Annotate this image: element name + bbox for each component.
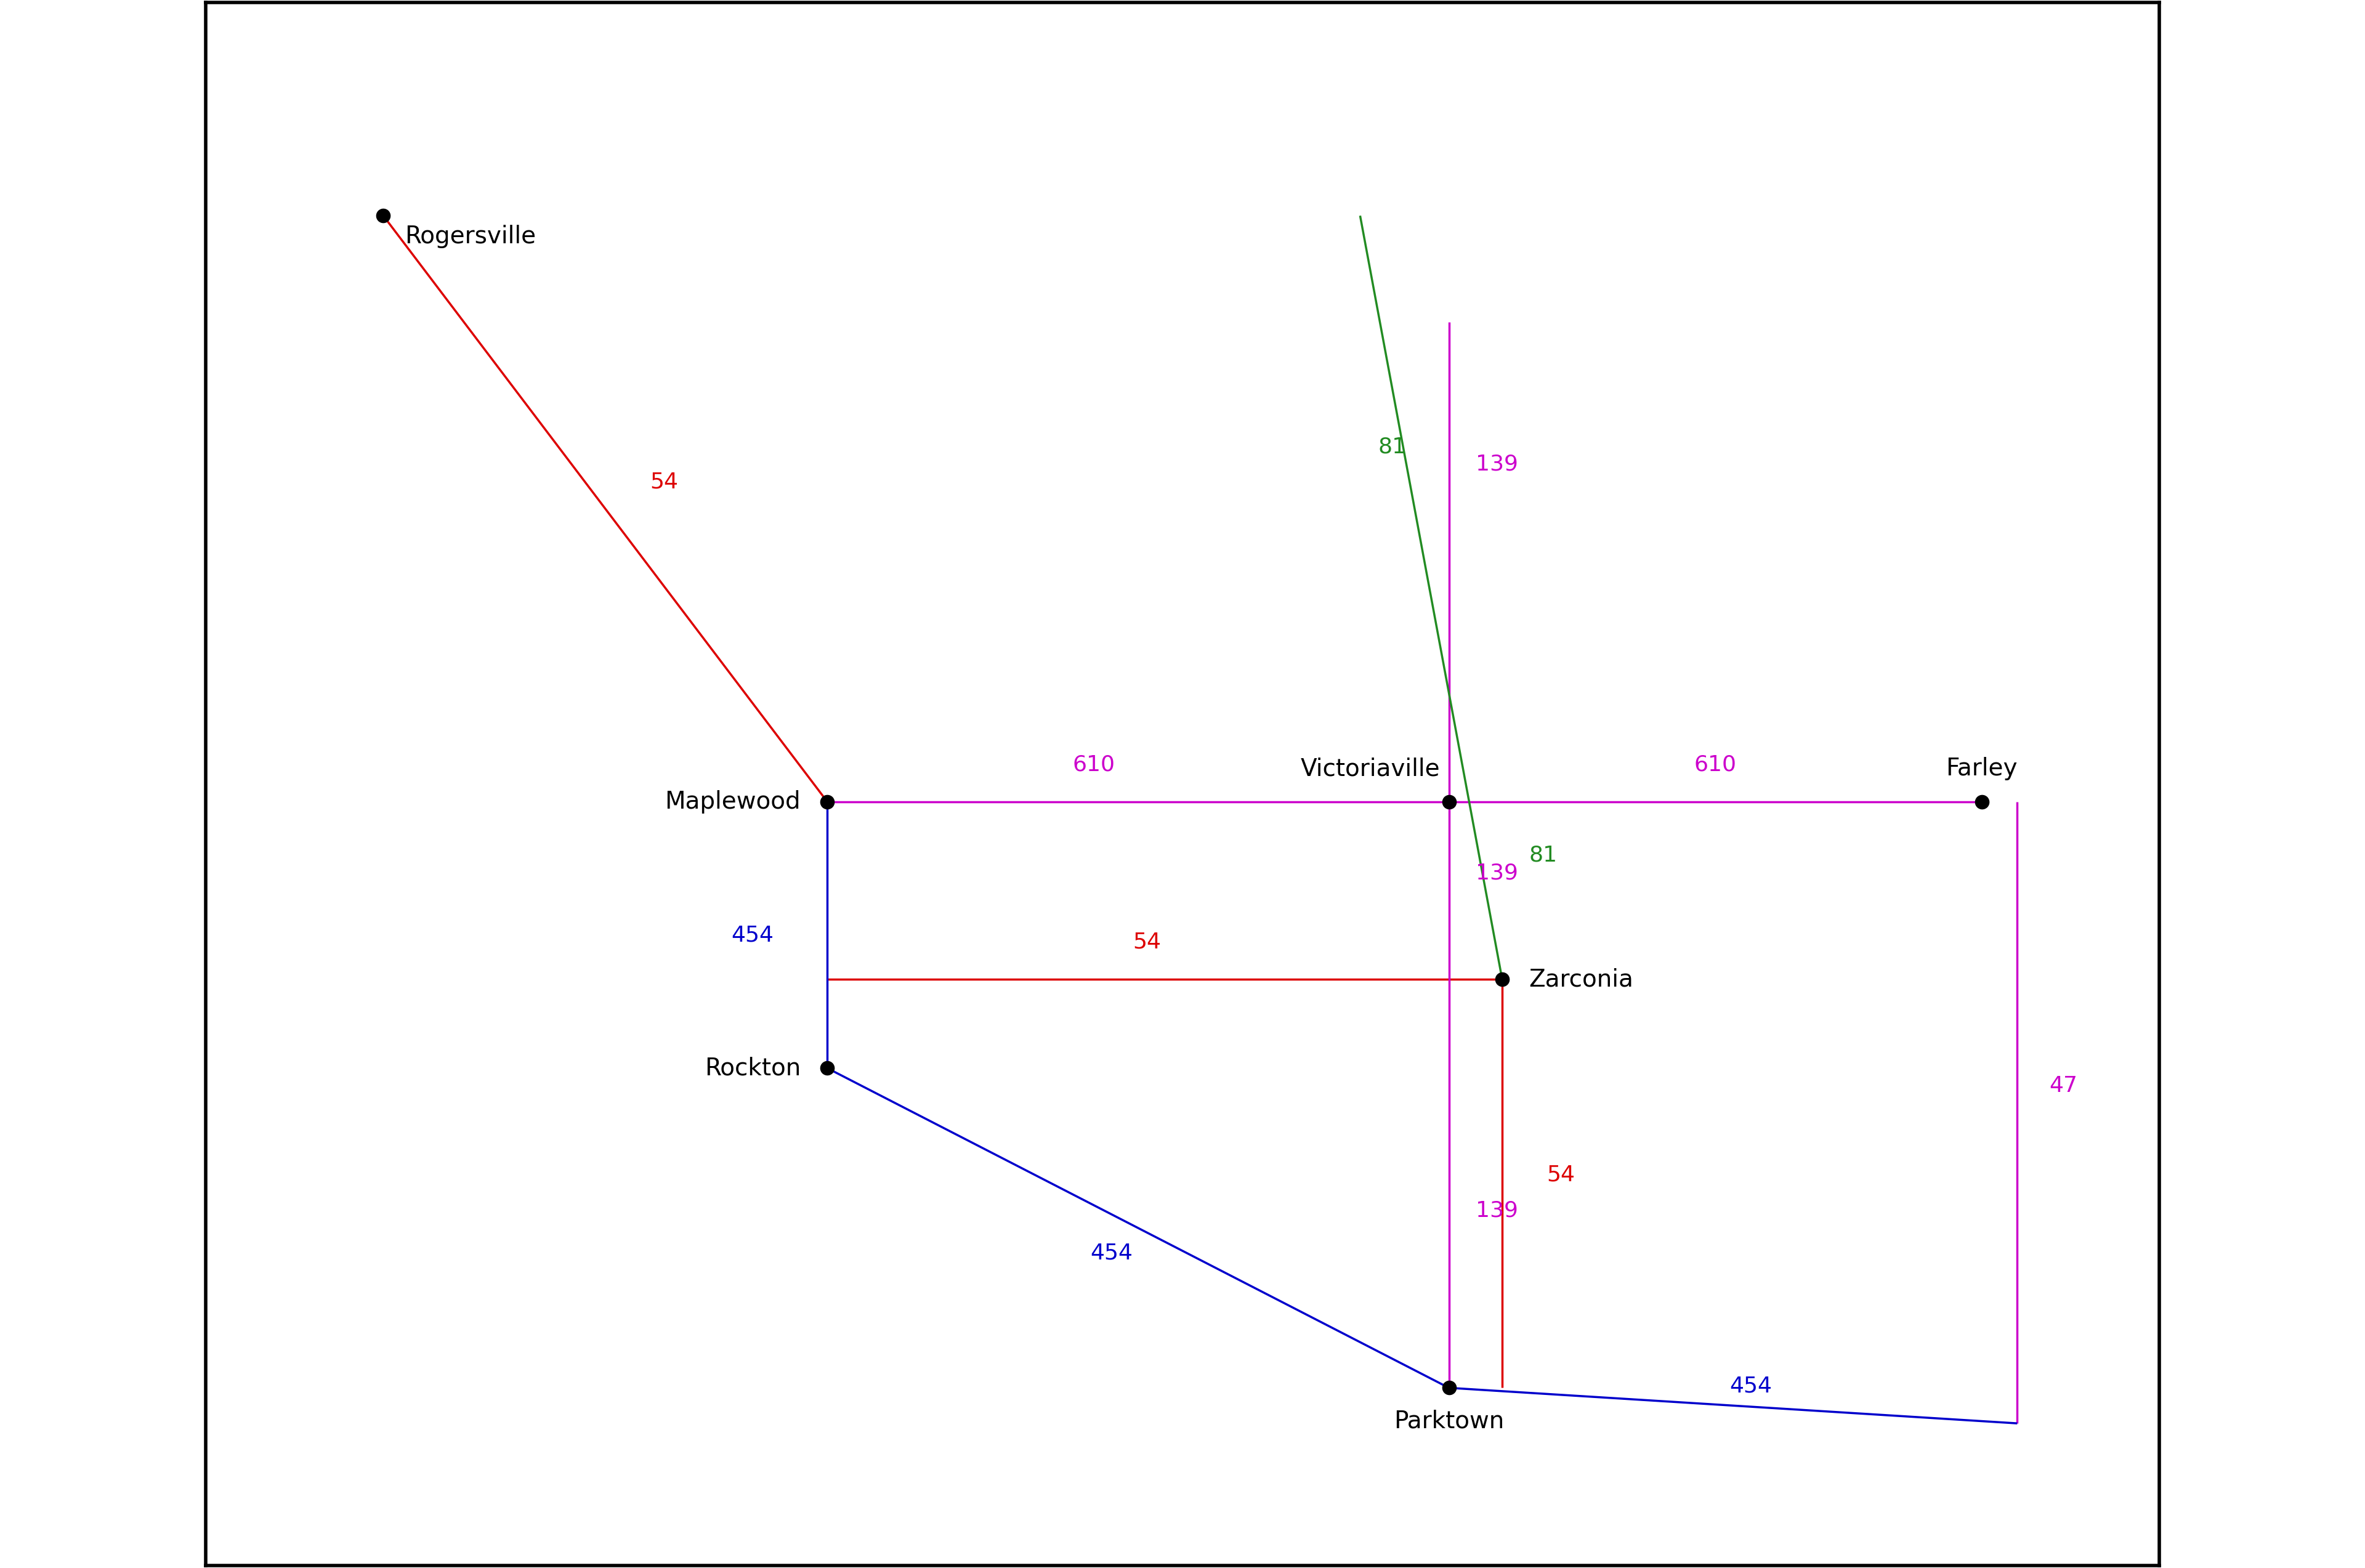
Text: 81: 81 (1379, 436, 1407, 456)
Text: Maplewood: Maplewood (665, 790, 802, 814)
Text: 139: 139 (1476, 862, 1518, 883)
Text: Rogersville: Rogersville (404, 224, 537, 248)
Text: Zarconia: Zarconia (1528, 967, 1634, 991)
Text: 454: 454 (1729, 1375, 1771, 1397)
Text: 454: 454 (1090, 1242, 1133, 1264)
Text: 54: 54 (1547, 1165, 1575, 1185)
Text: 54: 54 (1133, 931, 1161, 953)
Text: Victoriaville: Victoriaville (1301, 757, 1440, 781)
Text: 54: 54 (650, 472, 679, 492)
Text: 610: 610 (1693, 754, 1736, 775)
Text: Farley: Farley (1946, 757, 2017, 781)
Text: 610: 610 (1071, 754, 1114, 775)
Text: 139: 139 (1476, 453, 1518, 475)
Text: Parktown: Parktown (1393, 1410, 1504, 1433)
Text: 139: 139 (1476, 1200, 1518, 1221)
Text: 454: 454 (731, 925, 773, 946)
Text: 47: 47 (2048, 1076, 2076, 1096)
Text: 81: 81 (1528, 845, 1556, 866)
Text: Rockton: Rockton (705, 1057, 802, 1080)
